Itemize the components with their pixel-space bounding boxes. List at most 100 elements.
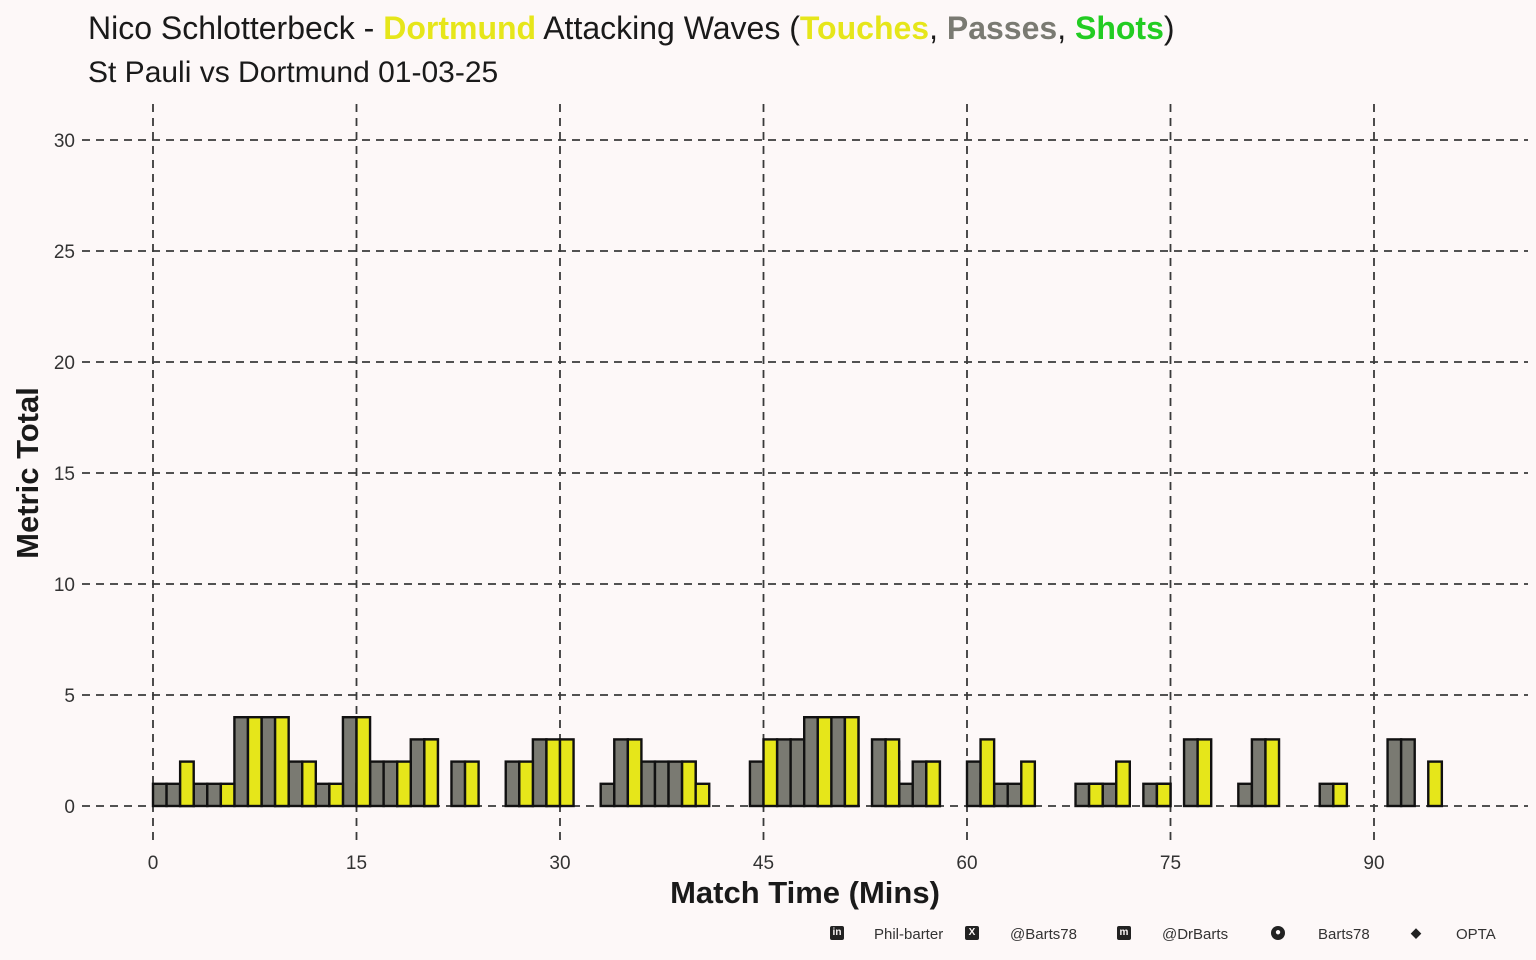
- bar-touches: [762, 738, 779, 808]
- y-tick-label: 15: [54, 464, 75, 485]
- bar-touches: [884, 738, 901, 808]
- title-passes: Passes: [946, 10, 1058, 46]
- bar-touches: [1332, 782, 1349, 808]
- bar-touches: [694, 782, 711, 808]
- bar-touches: [1087, 782, 1104, 808]
- y-tick-label: 0: [64, 797, 75, 818]
- bar-passes: [1142, 782, 1159, 808]
- grid: [82, 104, 1528, 846]
- title-team: Dortmund: [383, 10, 537, 46]
- bar-touches: [545, 738, 562, 808]
- x-tick-label: 15: [346, 853, 367, 874]
- chart-title: Nico Schlotterbeck - Dortmund Attacking …: [88, 10, 1175, 47]
- bar-touches: [816, 716, 833, 808]
- bar-passes: [1182, 738, 1199, 808]
- title-touches: Touches: [799, 10, 930, 46]
- bar-touches: [273, 716, 290, 808]
- footer-linkedin: Phil-barter: [874, 926, 944, 943]
- bar-passes: [748, 760, 765, 808]
- bar-passes: [870, 738, 887, 808]
- bar-passes: [206, 782, 223, 808]
- title-player: Nico Schlotterbeck -: [88, 10, 384, 46]
- bar-touches: [328, 782, 345, 808]
- footer-github: Barts78: [1318, 926, 1370, 943]
- bar-passes: [1237, 782, 1254, 808]
- bar-passes: [653, 760, 670, 808]
- y-tick-label: 10: [54, 575, 75, 596]
- bar-touches: [1020, 760, 1037, 808]
- bar-touches: [246, 716, 263, 808]
- bar-passes: [613, 738, 630, 808]
- y-tick-label: 5: [64, 686, 75, 707]
- footer-source: OPTA: [1456, 926, 1496, 943]
- footer-mastodon: @DrBarts: [1162, 926, 1229, 943]
- chart-subtitle: St Pauli vs Dortmund 01-03-25: [88, 56, 499, 89]
- bar-touches: [463, 760, 480, 808]
- bar-touches: [1155, 782, 1172, 808]
- bar-passes: [911, 760, 928, 808]
- x-axis-label: Match Time (Mins): [670, 875, 940, 910]
- title-sep2: ,: [1057, 10, 1075, 46]
- bar-touches: [396, 760, 412, 808]
- bar-touches: [219, 782, 236, 808]
- bar-passes: [314, 782, 331, 808]
- bar-passes: [599, 782, 616, 808]
- bar-touches: [423, 738, 440, 808]
- bars: [151, 716, 1444, 808]
- bar-passes: [897, 782, 914, 808]
- x-tick-labels: 0 15 30 45 60 75 90: [148, 853, 1385, 874]
- bar-touches: [1264, 738, 1281, 808]
- x-tick-label: 90: [1363, 853, 1384, 874]
- bar-touches: [680, 760, 697, 808]
- bar-passes: [531, 738, 548, 808]
- bar-passes: [830, 716, 847, 808]
- bar-passes: [192, 782, 209, 808]
- y-tick-labels: 0 5 10 15 20 25 30: [54, 131, 75, 818]
- bar-passes: [151, 782, 168, 808]
- bar-passes: [287, 760, 304, 808]
- bar-passes: [233, 716, 250, 808]
- bar-touches: [518, 760, 535, 808]
- footer-twitter: @Barts78: [1010, 926, 1077, 943]
- bar-touches: [626, 738, 643, 808]
- bar-passes: [1399, 738, 1416, 808]
- bar-passes: [165, 782, 182, 808]
- title-shots: Shots: [1074, 10, 1164, 46]
- bar-touches: [301, 760, 318, 808]
- bar-passes: [260, 716, 277, 808]
- x-tick-label: 0: [148, 853, 159, 874]
- title-sep1: ,: [929, 10, 947, 46]
- bar-passes: [382, 760, 399, 808]
- bar-passes: [1074, 782, 1091, 808]
- bar-passes: [1386, 738, 1403, 808]
- title-end: ): [1163, 10, 1175, 46]
- x-tick-label: 45: [753, 853, 774, 874]
- y-axis-label: Metric Total: [10, 387, 45, 559]
- bar-passes: [1006, 782, 1023, 808]
- x-tick-label: 75: [1160, 853, 1181, 874]
- bar-passes: [992, 782, 1009, 808]
- bar-touches: [1196, 738, 1213, 808]
- y-tick-label: 20: [54, 353, 75, 374]
- bar-touches: [558, 738, 575, 808]
- bar-passes: [789, 738, 806, 808]
- bar-passes: [965, 760, 982, 808]
- bar-passes: [368, 760, 385, 808]
- bar-touches: [979, 738, 996, 808]
- bar-passes: [409, 738, 426, 808]
- x-tick-label: 60: [956, 853, 977, 874]
- y-tick-label: 25: [54, 242, 75, 263]
- bar-passes: [1318, 782, 1335, 808]
- bar-passes: [1101, 782, 1118, 808]
- bar-passes: [504, 760, 521, 808]
- bar-passes: [803, 716, 819, 808]
- bar-touches: [925, 760, 942, 808]
- bar-touches: [1115, 760, 1131, 808]
- bar-passes: [1250, 738, 1267, 808]
- x-tick-label: 30: [549, 853, 570, 874]
- bar-passes: [667, 760, 684, 808]
- bar-passes: [450, 760, 467, 808]
- bar-touches: [1427, 760, 1444, 808]
- bar-passes: [775, 738, 792, 808]
